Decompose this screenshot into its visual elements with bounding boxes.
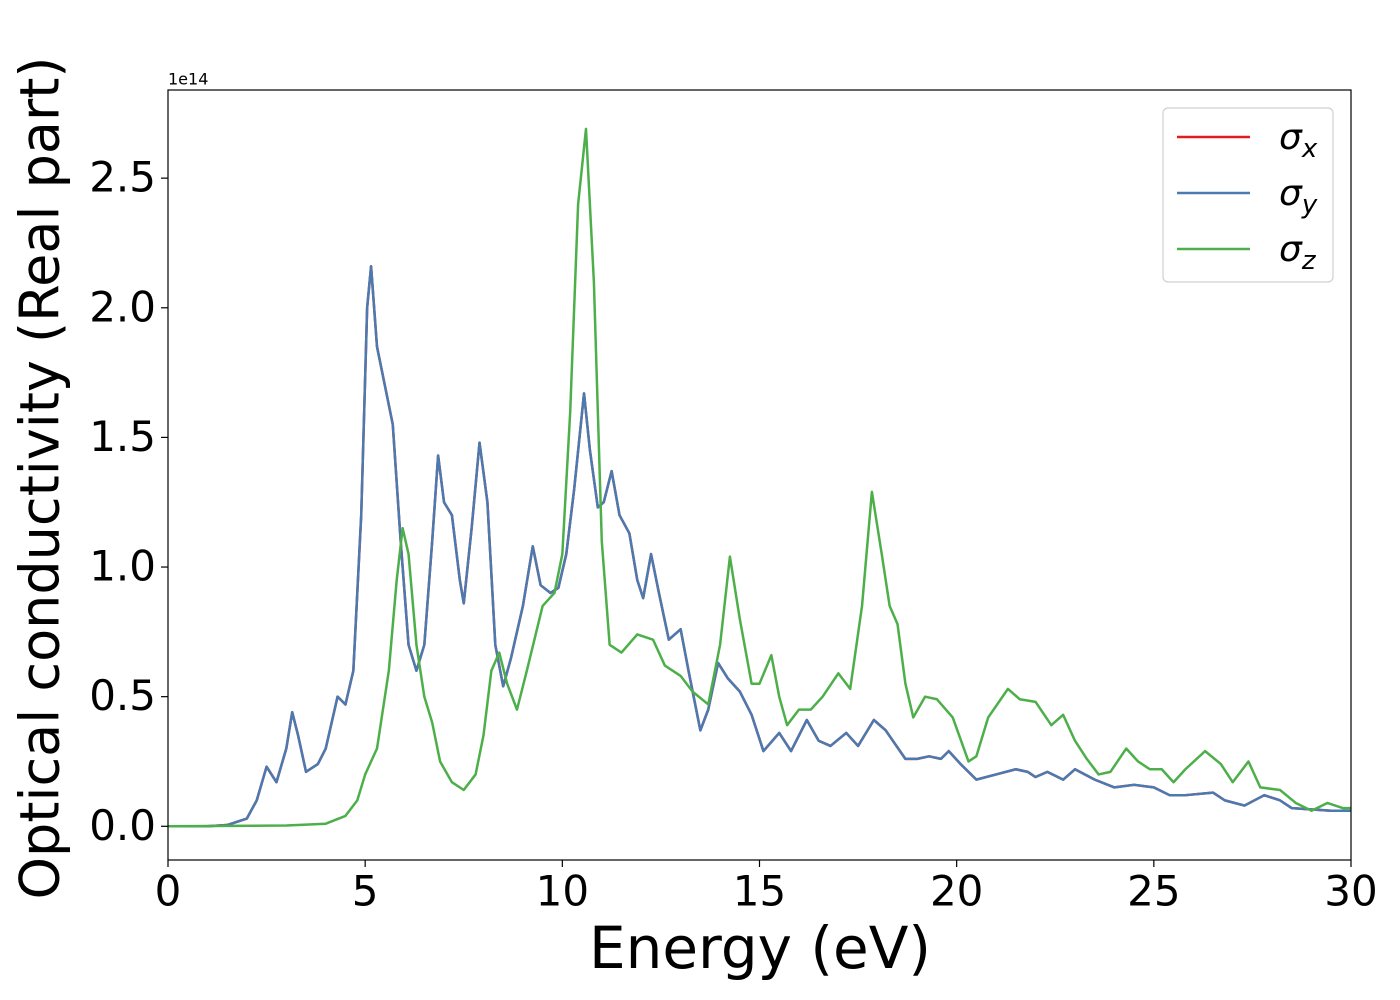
legend-subscript: x — [1301, 134, 1318, 164]
y-tick-label: 0.5 — [89, 671, 156, 720]
plot-frame — [167, 89, 1352, 861]
series-line — [168, 127, 1351, 828]
series-line — [168, 265, 1351, 828]
x-axis-label: Energy (eV) — [589, 914, 931, 982]
y-tick-label: 1.5 — [89, 412, 156, 461]
legend-subscript: z — [1301, 246, 1317, 276]
y-tick-label: 1.0 — [89, 542, 156, 591]
x-tick-label: 5 — [352, 867, 379, 916]
y-tick-label: 2.5 — [89, 153, 156, 202]
y-axis-label: Optical conductivity (Real part) — [9, 57, 72, 900]
legend-label: σx — [1279, 117, 1318, 164]
x-tick-label: 0 — [155, 867, 182, 916]
offset-label: 1e14 — [168, 70, 208, 89]
legend-label: σy — [1279, 173, 1318, 220]
y-tick-label: 2.0 — [89, 282, 156, 331]
x-tick-label: 25 — [1127, 867, 1180, 916]
legend-box — [1162, 107, 1334, 283]
x-tick-label: 20 — [930, 867, 983, 916]
x-tick-label: 30 — [1324, 867, 1377, 916]
legend-subscript: y — [1301, 190, 1318, 220]
y-tick-label: 0.0 — [89, 801, 156, 850]
x-tick-label: 10 — [536, 867, 589, 916]
x-tick-label: 15 — [733, 867, 786, 916]
